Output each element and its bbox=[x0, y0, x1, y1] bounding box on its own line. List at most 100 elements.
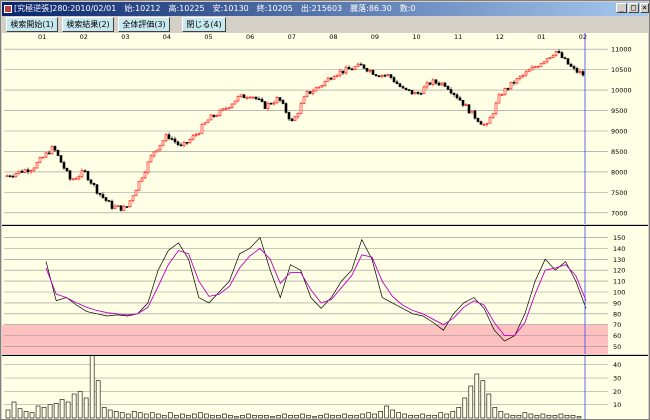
volume-bar bbox=[336, 415, 341, 419]
volume-bar bbox=[540, 413, 546, 419]
candle-body bbox=[86, 171, 90, 181]
oversold-band bbox=[2, 324, 608, 354]
volume-bar bbox=[432, 415, 438, 419]
candle-body bbox=[257, 98, 261, 101]
volume-bar bbox=[456, 407, 462, 419]
volume-bar bbox=[83, 397, 89, 419]
volume-bar bbox=[294, 415, 299, 419]
price-tick-label: 11000 bbox=[611, 46, 632, 54]
volume-bar bbox=[149, 412, 155, 419]
candle-body bbox=[392, 77, 396, 83]
volume-bar bbox=[167, 412, 173, 419]
candle-body bbox=[335, 74, 339, 77]
price-tick-label: 10500 bbox=[611, 66, 632, 74]
close-dialog-button[interactable]: 閉じる(4) bbox=[182, 17, 226, 32]
candle-body bbox=[476, 117, 480, 122]
candle-body bbox=[182, 142, 186, 146]
candle-body bbox=[239, 94, 243, 97]
candle-body bbox=[212, 114, 216, 117]
candle-body bbox=[458, 97, 462, 101]
candle-body bbox=[371, 69, 375, 75]
volume-bar bbox=[516, 415, 522, 419]
candle-body bbox=[158, 144, 162, 151]
volume-bar bbox=[492, 407, 498, 419]
candle-body bbox=[440, 82, 444, 86]
candle-body bbox=[383, 74, 387, 77]
maximize-button[interactable]: □ bbox=[628, 3, 639, 13]
candle-body bbox=[62, 162, 66, 169]
oscillator-panel[interactable]: 50 60 70 80 90 100 110 120 130 140 150 bbox=[2, 225, 648, 354]
volume-bar bbox=[546, 415, 552, 419]
candle-body bbox=[80, 170, 84, 177]
volume-bar bbox=[288, 415, 293, 419]
volume-bar bbox=[222, 413, 227, 419]
candle-body bbox=[161, 140, 165, 146]
osc-tick-label: 70 bbox=[613, 321, 621, 329]
candle-body bbox=[530, 66, 534, 71]
price-tick-label: 9500 bbox=[611, 107, 628, 115]
oscillator-chart[interactable]: 50 60 70 80 90 100 110 120 130 140 150 bbox=[2, 226, 648, 354]
volume-bar bbox=[180, 413, 185, 419]
candle-body bbox=[416, 91, 420, 94]
candle-body bbox=[26, 169, 30, 173]
candle-body bbox=[566, 58, 570, 65]
candle-body bbox=[449, 89, 453, 94]
candle-body bbox=[284, 103, 288, 113]
candle-body bbox=[569, 63, 573, 67]
volume-bar bbox=[384, 405, 389, 419]
search-results-button[interactable]: 検索結果(2) bbox=[62, 17, 114, 32]
candle-body bbox=[125, 206, 129, 208]
candle-body bbox=[380, 74, 384, 77]
osc-tick-label: 110 bbox=[613, 278, 625, 286]
title-bar[interactable]: [究極逆張]280:2010/02/01 始:10212 高:10225 安:1… bbox=[2, 2, 648, 16]
candle-body bbox=[35, 162, 39, 169]
month-label: 05 bbox=[204, 33, 212, 41]
volume-bar bbox=[137, 412, 143, 419]
volume-bar bbox=[282, 413, 287, 419]
candle-body bbox=[8, 175, 12, 178]
candle-body bbox=[188, 139, 192, 144]
close-button[interactable]: × bbox=[640, 3, 649, 13]
candle-body bbox=[227, 107, 231, 109]
candle-body bbox=[185, 142, 189, 144]
minimize-button[interactable]: _ bbox=[616, 3, 627, 13]
candle-body bbox=[446, 86, 450, 90]
volume-bar bbox=[216, 415, 221, 419]
candle-body bbox=[548, 57, 552, 59]
candle-body bbox=[242, 94, 246, 99]
candle-body bbox=[122, 206, 126, 211]
candle-body bbox=[497, 94, 501, 104]
candle-body bbox=[89, 179, 93, 184]
volume-bar bbox=[35, 405, 41, 419]
candle-body bbox=[407, 89, 411, 91]
volume-bar bbox=[354, 415, 359, 419]
volume-bar bbox=[107, 409, 113, 419]
candle-body bbox=[41, 156, 45, 159]
volume-bar bbox=[258, 415, 263, 419]
price-chart-panel[interactable]: 7000 7500 8000 8500 9000 9500 10000 10500 11000 0… bbox=[2, 33, 648, 224]
overall-evaluation-button[interactable]: 全体評価(3) bbox=[118, 17, 170, 32]
volume-bar bbox=[173, 415, 179, 419]
candle-body bbox=[554, 51, 558, 56]
price-chart[interactable]: 7000 7500 8000 8500 9000 9500 10000 10500 11000 0… bbox=[2, 33, 648, 224]
candle-body bbox=[434, 79, 438, 84]
volume-bar bbox=[65, 401, 71, 419]
volume-chart[interactable]: 10 20 30 40 bbox=[2, 356, 648, 419]
candle-body bbox=[323, 80, 327, 86]
volume-bar bbox=[534, 415, 540, 419]
search-start-button[interactable]: 検索開始(1) bbox=[6, 17, 58, 32]
candle-body bbox=[305, 91, 309, 98]
vol-tick-label: 20 bbox=[613, 388, 621, 396]
candle-body bbox=[134, 189, 138, 197]
candle-body bbox=[359, 63, 363, 66]
candle-body bbox=[230, 103, 234, 108]
volume-panel[interactable]: 10 20 30 40 bbox=[2, 355, 648, 419]
candle-body bbox=[293, 116, 297, 122]
candle-body bbox=[422, 86, 426, 94]
price-tick-label: 9000 bbox=[611, 128, 628, 136]
candle-body bbox=[143, 172, 147, 179]
candle-body bbox=[197, 133, 201, 135]
candle-body bbox=[527, 69, 531, 73]
candle-body bbox=[116, 205, 120, 207]
volume-bar bbox=[396, 412, 401, 419]
